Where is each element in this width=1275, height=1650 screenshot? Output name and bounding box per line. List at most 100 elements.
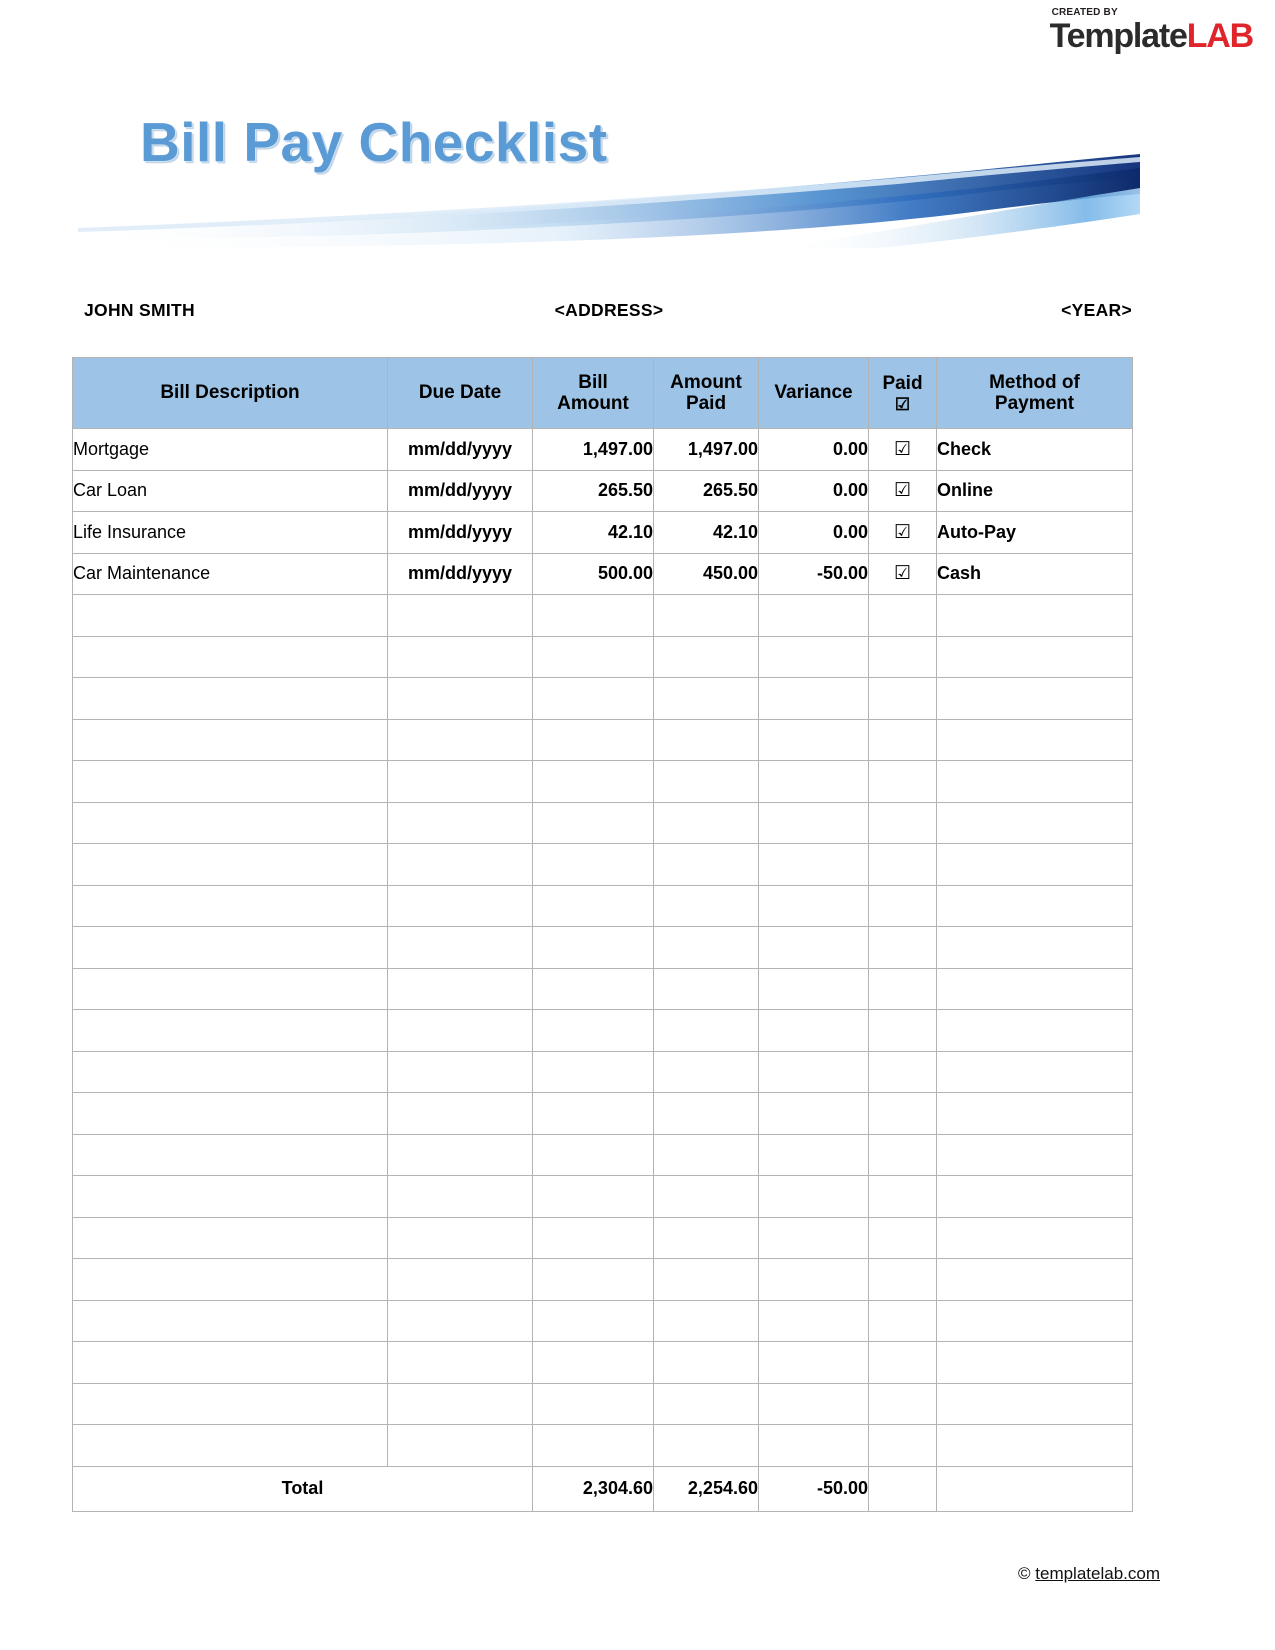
cell-bill-amount[interactable] [532, 801, 654, 844]
cell-method[interactable] [936, 1424, 1133, 1467]
table-row-empty[interactable] [72, 594, 1133, 637]
cell-variance[interactable] [758, 1424, 869, 1467]
cell-variance[interactable] [758, 594, 869, 637]
cell-description[interactable] [72, 1133, 388, 1176]
cell-due-date[interactable] [387, 1299, 533, 1342]
cell-method[interactable] [936, 1133, 1133, 1176]
cell-amount-paid[interactable]: 42.10 [653, 511, 759, 554]
cell-amount-paid[interactable] [653, 760, 759, 803]
cell-amount-paid[interactable] [653, 884, 759, 927]
cell-description[interactable] [72, 1216, 388, 1259]
cell-paid-checkbox[interactable] [868, 926, 937, 969]
cell-due-date[interactable] [387, 967, 533, 1010]
cell-amount-paid[interactable] [653, 594, 759, 637]
table-row-empty[interactable] [72, 1050, 1133, 1093]
cell-bill-amount[interactable] [532, 594, 654, 637]
cell-paid-checkbox[interactable] [868, 594, 937, 637]
cell-method[interactable] [936, 1175, 1133, 1218]
cell-due-date[interactable] [387, 635, 533, 678]
table-row-empty[interactable] [72, 1299, 1133, 1342]
cell-amount-paid[interactable] [653, 967, 759, 1010]
cell-amount-paid[interactable] [653, 926, 759, 969]
cell-due-date[interactable] [387, 1258, 533, 1301]
cell-variance[interactable] [758, 967, 869, 1010]
table-row-empty[interactable] [72, 1133, 1133, 1176]
cell-variance[interactable] [758, 1382, 869, 1425]
cell-bill-amount[interactable]: 500.00 [532, 552, 654, 595]
table-row-empty[interactable] [72, 1092, 1133, 1135]
cell-bill-amount[interactable]: 265.50 [532, 469, 654, 512]
cell-paid-checkbox[interactable] [868, 843, 937, 886]
cell-amount-paid[interactable] [653, 1382, 759, 1425]
cell-method[interactable] [936, 635, 1133, 678]
cell-paid-checkbox[interactable] [868, 1382, 937, 1425]
table-row[interactable]: Car Maintenance mm/dd/yyyy 500.00 450.00 -50… [72, 552, 1133, 595]
cell-description[interactable] [72, 1050, 388, 1093]
cell-bill-amount[interactable]: 1,497.00 [532, 428, 654, 471]
cell-method[interactable] [936, 1050, 1133, 1093]
cell-paid-checkbox[interactable] [868, 967, 937, 1010]
cell-paid-checkbox[interactable] [868, 1133, 937, 1176]
templatelab-link[interactable]: templatelab.com [1035, 1564, 1160, 1583]
cell-bill-amount[interactable] [532, 1133, 654, 1176]
cell-amount-paid[interactable] [653, 843, 759, 886]
cell-method[interactable] [936, 1092, 1133, 1135]
cell-method[interactable] [936, 1341, 1133, 1384]
cell-variance[interactable] [758, 1009, 869, 1052]
cell-description[interactable] [72, 1341, 388, 1384]
cell-description[interactable] [72, 635, 388, 678]
cell-due-date[interactable]: mm/dd/yyyy [387, 511, 533, 554]
cell-description[interactable] [72, 677, 388, 720]
cell-due-date[interactable] [387, 1133, 533, 1176]
cell-description[interactable]: Car Maintenance [72, 552, 388, 595]
cell-bill-amount[interactable] [532, 1424, 654, 1467]
cell-paid-checkbox[interactable] [868, 801, 937, 844]
cell-bill-amount[interactable] [532, 718, 654, 761]
cell-due-date[interactable] [387, 760, 533, 803]
cell-bill-amount[interactable] [532, 1341, 654, 1384]
table-row-empty[interactable] [72, 718, 1133, 761]
cell-bill-amount[interactable] [532, 884, 654, 927]
cell-variance[interactable]: 0.00 [758, 428, 869, 471]
table-row-empty[interactable] [72, 1424, 1133, 1467]
cell-variance[interactable] [758, 884, 869, 927]
cell-variance[interactable] [758, 1299, 869, 1342]
cell-variance[interactable]: -50.00 [758, 552, 869, 595]
cell-bill-amount[interactable] [532, 1299, 654, 1342]
cell-due-date[interactable] [387, 1092, 533, 1135]
cell-due-date[interactable] [387, 843, 533, 886]
cell-paid-checkbox[interactable] [868, 718, 937, 761]
cell-due-date[interactable]: mm/dd/yyyy [387, 428, 533, 471]
cell-description[interactable] [72, 1424, 388, 1467]
cell-description[interactable] [72, 1092, 388, 1135]
cell-paid-checkbox[interactable] [868, 635, 937, 678]
table-row[interactable]: Car Loan mm/dd/yyyy 265.50 265.50 0.00 ☑ Onlin… [72, 469, 1133, 512]
cell-method[interactable] [936, 801, 1133, 844]
cell-paid-checkbox[interactable] [868, 1341, 937, 1384]
cell-amount-paid[interactable] [653, 677, 759, 720]
cell-bill-amount[interactable] [532, 967, 654, 1010]
cell-due-date[interactable] [387, 718, 533, 761]
cell-method[interactable] [936, 843, 1133, 886]
cell-variance[interactable] [758, 635, 869, 678]
cell-bill-amount[interactable] [532, 760, 654, 803]
cell-variance[interactable] [758, 1341, 869, 1384]
cell-amount-paid[interactable] [653, 1092, 759, 1135]
cell-description[interactable] [72, 760, 388, 803]
cell-due-date[interactable] [387, 1175, 533, 1218]
table-row[interactable]: Life Insurance mm/dd/yyyy 42.10 42.10 0.00 ☑ A… [72, 511, 1133, 554]
cell-description[interactable]: Car Loan [72, 469, 388, 512]
cell-variance[interactable] [758, 1050, 869, 1093]
table-row-empty[interactable] [72, 1216, 1133, 1259]
table-row-empty[interactable] [72, 1382, 1133, 1425]
cell-method[interactable] [936, 760, 1133, 803]
table-row-empty[interactable] [72, 760, 1133, 803]
cell-bill-amount[interactable] [532, 1009, 654, 1052]
cell-due-date[interactable] [387, 1009, 533, 1052]
cell-due-date[interactable] [387, 677, 533, 720]
cell-amount-paid[interactable] [653, 1258, 759, 1301]
cell-amount-paid[interactable]: 1,497.00 [653, 428, 759, 471]
cell-paid-checkbox[interactable] [868, 677, 937, 720]
cell-paid-checkbox[interactable] [868, 1050, 937, 1093]
cell-amount-paid[interactable] [653, 1424, 759, 1467]
